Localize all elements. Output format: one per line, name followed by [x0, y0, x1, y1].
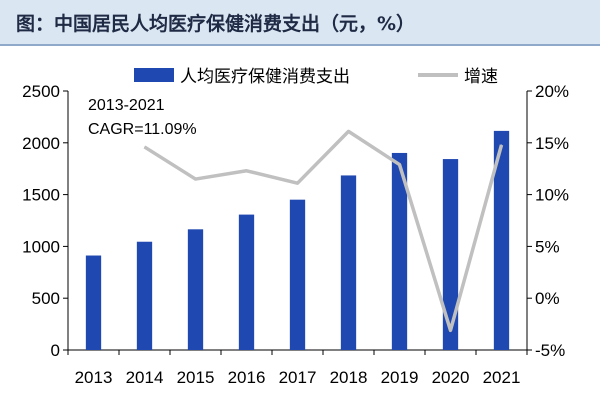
right-axis-tick-label: 20%: [535, 82, 569, 101]
left-axis-tick-label: 2000: [22, 134, 60, 153]
right-axis-tick-label: 0%: [535, 289, 560, 308]
left-axis-tick-label: 500: [32, 289, 60, 308]
legend-bar-swatch: [134, 68, 174, 82]
left-axis-tick-label: 2500: [22, 82, 60, 101]
legend-bar-label: 人均医疗保健消费支出: [180, 67, 350, 87]
growth-point-2018: [348, 130, 349, 132]
chart-title: 图：中国居民人均医疗保健消费支出（元，%）: [16, 13, 416, 35]
annotation-period: 2013-2021: [88, 97, 165, 114]
annotation-cagr: CAGR=11.09%: [88, 121, 197, 138]
bar-2016: [238, 214, 255, 350]
bar-2017: [289, 199, 306, 350]
title-bar: 图：中国居民人均医疗保健消费支出（元，%）: [0, 0, 600, 46]
x-axis-tick-label: 2014: [126, 368, 164, 387]
x-axis-tick-label: 2018: [330, 368, 368, 387]
left-axis-tick-label: 1500: [22, 186, 60, 205]
x-axis-tick-label: 2016: [228, 368, 266, 387]
legend-line-label: 增速: [464, 67, 498, 87]
growth-point-2020: [450, 329, 451, 331]
growth-point-2014: [144, 146, 145, 148]
bar-2018: [340, 175, 357, 350]
bar-2019: [391, 152, 408, 350]
growth-point-2017: [297, 182, 298, 184]
x-axis-tick-label: 2020: [432, 368, 470, 387]
growth-line: [143, 129, 504, 333]
right-axis-tick-label: 10%: [535, 186, 569, 205]
left-axis-tick-label: 1000: [22, 237, 60, 256]
bar-2013: [85, 255, 102, 350]
x-axis-tick-label: 2015: [177, 368, 215, 387]
right-axis-tick-label: 5%: [535, 237, 560, 256]
combo-chart: 0 500 1000 1500 2000 2500 -5% 0% 5% 10% 15% 20% 2013…: [22, 67, 569, 387]
growth-point-2015: [195, 178, 196, 180]
bar-2021: [493, 130, 510, 350]
bar-2020: [442, 159, 459, 350]
right-axis-tick-label: -5%: [535, 341, 565, 360]
x-axis-tick-label: 2017: [279, 368, 317, 387]
bar-2015: [187, 229, 204, 350]
x-axis-tick-label: 2013: [75, 368, 113, 387]
growth-point-2019: [399, 164, 400, 166]
growth-point-2016: [246, 170, 247, 172]
x-axis-tick-label: 2019: [381, 368, 419, 387]
growth-point-2021: [501, 144, 502, 146]
bar-2014: [136, 241, 153, 350]
right-axis-tick-label: 15%: [535, 134, 569, 153]
x-axis-tick-label: 2021: [483, 368, 521, 387]
left-axis-tick-label: 0: [51, 341, 60, 360]
